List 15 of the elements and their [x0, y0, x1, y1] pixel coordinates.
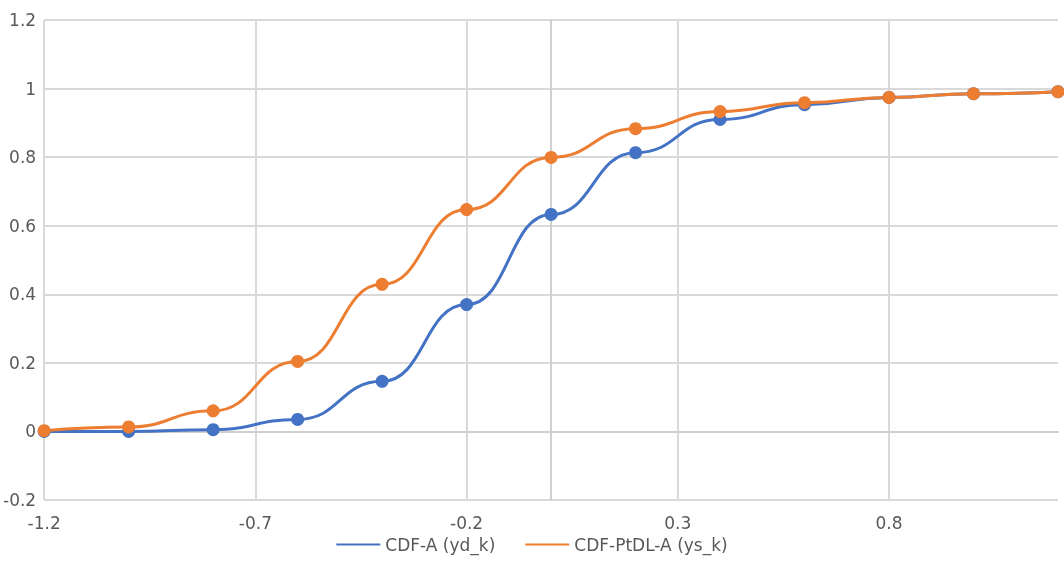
legend-label: CDF-PtDL-A (ys_k) [574, 534, 728, 556]
y-tick-label: 0.4 [9, 284, 37, 305]
y-tick-label: 1.2 [9, 10, 37, 30]
x-tick-label: 0.3 [664, 512, 692, 533]
y-tick-label: 0.8 [9, 147, 37, 168]
x-tick-label: -1.2 [27, 512, 61, 533]
x-tick-label: -0.7 [238, 512, 272, 533]
y-tick-label: 1 [25, 78, 37, 99]
y-tick-label: 0.2 [9, 352, 37, 373]
x-tick-label: -0.2 [450, 512, 484, 533]
y-tick-label: 0 [25, 421, 37, 442]
legend-label: CDF-A (yd_k) [385, 534, 496, 556]
x-tick-label: 0.8 [875, 512, 903, 533]
y-tick-label: -0.2 [3, 490, 37, 510]
y-tick-label: 0.6 [9, 215, 37, 236]
